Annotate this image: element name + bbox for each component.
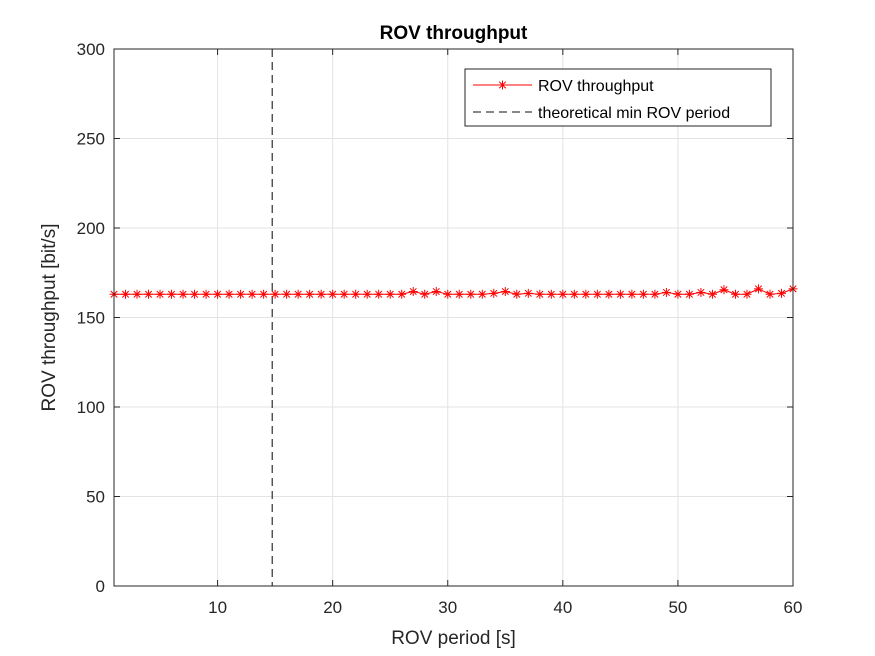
throughput-data-point (501, 287, 510, 296)
throughput-data-point (650, 290, 659, 299)
throughput-data-point (179, 290, 188, 299)
throughput-data-point (248, 290, 257, 299)
throughput-data-point (455, 290, 464, 299)
throughput-data-point (213, 290, 222, 299)
throughput-data-point (708, 290, 717, 299)
throughput-data-point (639, 290, 648, 299)
y-tick-label: 250 (77, 130, 105, 149)
throughput-data-point (558, 290, 567, 299)
throughput-data-point (535, 290, 544, 299)
x-axis-label: ROV period [s] (391, 628, 516, 649)
y-tick-label: 100 (77, 398, 105, 417)
x-tick-label: 40 (553, 598, 572, 617)
x-tick-label: 30 (438, 598, 457, 617)
throughput-data-point (662, 288, 671, 297)
legend-label-throughput: ROV throughput (538, 78, 654, 95)
throughput-data-point (777, 289, 786, 298)
legend-label-threshold: theoretical min ROV period (538, 105, 730, 122)
legend-marker-throughput (498, 81, 507, 90)
throughput-data-point (754, 284, 763, 293)
throughput-data-point (225, 290, 234, 299)
throughput-data-point (696, 288, 705, 297)
throughput-data-point (466, 290, 475, 299)
throughput-data-point (271, 290, 280, 299)
throughput-data-point (363, 290, 372, 299)
throughput-data-point (489, 289, 498, 298)
throughput-data-point (133, 290, 142, 299)
x-tick-label: 50 (668, 598, 687, 617)
throughput-data-point (673, 290, 682, 299)
throughput-data-point (340, 290, 349, 299)
throughput-data-point (386, 290, 395, 299)
throughput-data-point (121, 290, 130, 299)
throughput-data-point (547, 290, 556, 299)
throughput-data-point (685, 290, 694, 299)
legend-marker-star (498, 81, 507, 90)
throughput-data-point (294, 290, 303, 299)
chart-title: ROV throughput (380, 23, 528, 44)
throughput-data-point (627, 290, 636, 299)
throughput-data-point (581, 290, 590, 299)
throughput-data-point (719, 285, 728, 294)
throughput-data-point (317, 290, 326, 299)
throughput-data-point (616, 290, 625, 299)
throughput-data-point (570, 290, 579, 299)
throughput-data-point (443, 290, 452, 299)
throughput-data-point (742, 290, 751, 299)
y-tick-label: 300 (77, 40, 105, 59)
throughput-data-point (512, 290, 521, 299)
throughput-data-point (328, 290, 337, 299)
throughput-data-point (374, 290, 383, 299)
throughput-data-point (144, 290, 153, 299)
throughput-data-point (765, 290, 774, 299)
x-tick-label: 20 (323, 598, 342, 617)
throughput-data-point (190, 290, 199, 299)
throughput-data-point (420, 290, 429, 299)
y-tick-label: 50 (86, 488, 105, 507)
throughput-data-point (409, 287, 418, 296)
x-tick-label: 60 (784, 598, 803, 617)
throughput-data-point (156, 290, 165, 299)
y-axis-label: ROV throughput [bit/s] (39, 224, 60, 412)
y-tick-label: 200 (77, 219, 105, 238)
legend: ROV throughput theoretical min ROV perio… (465, 69, 771, 126)
throughput-data-point (202, 290, 211, 299)
throughput-data-point (524, 289, 533, 298)
throughput-data-point (167, 290, 176, 299)
throughput-data-point (604, 290, 613, 299)
throughput-data-point (478, 290, 487, 299)
x-tick-label: 10 (208, 598, 227, 617)
throughput-data-point (351, 290, 360, 299)
throughput-data-point (397, 290, 406, 299)
y-tick-label: 0 (96, 577, 105, 596)
throughput-data-point (593, 290, 602, 299)
throughput-data-point (305, 290, 314, 299)
throughput-data-point (731, 290, 740, 299)
throughput-data-point (432, 287, 441, 296)
y-tick-label: 150 (77, 309, 105, 328)
throughput-data-point (236, 290, 245, 299)
throughput-data-point (282, 290, 291, 299)
throughput-data-point (259, 290, 268, 299)
